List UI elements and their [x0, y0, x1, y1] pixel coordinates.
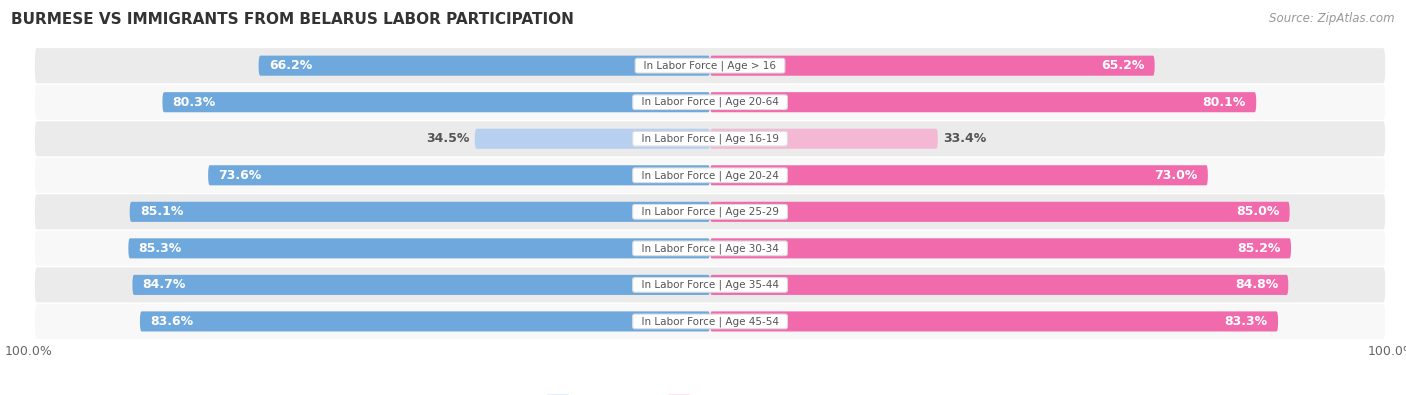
FancyBboxPatch shape — [710, 311, 1278, 331]
Text: 80.3%: 80.3% — [173, 96, 217, 109]
Text: 73.0%: 73.0% — [1154, 169, 1198, 182]
Text: 73.6%: 73.6% — [218, 169, 262, 182]
Text: In Labor Force | Age 20-24: In Labor Force | Age 20-24 — [636, 170, 785, 181]
Text: In Labor Force | Age 45-54: In Labor Force | Age 45-54 — [634, 316, 786, 327]
FancyBboxPatch shape — [35, 267, 1385, 303]
Text: 84.8%: 84.8% — [1234, 278, 1278, 292]
Text: 80.1%: 80.1% — [1202, 96, 1246, 109]
Text: 34.5%: 34.5% — [426, 132, 470, 145]
Text: 33.4%: 33.4% — [943, 132, 987, 145]
FancyBboxPatch shape — [141, 311, 710, 331]
Text: 84.7%: 84.7% — [142, 278, 186, 292]
FancyBboxPatch shape — [132, 275, 710, 295]
Text: In Labor Force | Age 35-44: In Labor Force | Age 35-44 — [634, 280, 786, 290]
Text: In Labor Force | Age 30-34: In Labor Force | Age 30-34 — [636, 243, 785, 254]
FancyBboxPatch shape — [35, 231, 1385, 266]
FancyBboxPatch shape — [35, 85, 1385, 120]
FancyBboxPatch shape — [259, 56, 710, 76]
FancyBboxPatch shape — [128, 238, 710, 258]
FancyBboxPatch shape — [710, 275, 1288, 295]
FancyBboxPatch shape — [208, 165, 710, 185]
FancyBboxPatch shape — [35, 304, 1385, 339]
FancyBboxPatch shape — [35, 121, 1385, 156]
Text: 83.6%: 83.6% — [150, 315, 193, 328]
Text: BURMESE VS IMMIGRANTS FROM BELARUS LABOR PARTICIPATION: BURMESE VS IMMIGRANTS FROM BELARUS LABOR… — [11, 12, 574, 27]
FancyBboxPatch shape — [35, 194, 1385, 229]
Text: 85.2%: 85.2% — [1237, 242, 1281, 255]
Text: 85.1%: 85.1% — [141, 205, 183, 218]
Text: 66.2%: 66.2% — [269, 59, 312, 72]
Text: 83.3%: 83.3% — [1225, 315, 1268, 328]
FancyBboxPatch shape — [710, 92, 1256, 112]
FancyBboxPatch shape — [710, 56, 1154, 76]
FancyBboxPatch shape — [129, 202, 710, 222]
FancyBboxPatch shape — [35, 158, 1385, 193]
FancyBboxPatch shape — [475, 129, 710, 149]
FancyBboxPatch shape — [710, 238, 1291, 258]
Text: In Labor Force | Age 16-19: In Labor Force | Age 16-19 — [634, 134, 786, 144]
Text: 85.0%: 85.0% — [1236, 205, 1279, 218]
Legend: Burmese, Immigrants from Belarus: Burmese, Immigrants from Belarus — [541, 389, 879, 395]
Text: In Labor Force | Age 20-64: In Labor Force | Age 20-64 — [636, 97, 785, 107]
FancyBboxPatch shape — [710, 202, 1289, 222]
FancyBboxPatch shape — [163, 92, 710, 112]
Text: 65.2%: 65.2% — [1101, 59, 1144, 72]
Text: In Labor Force | Age 25-29: In Labor Force | Age 25-29 — [634, 207, 786, 217]
FancyBboxPatch shape — [710, 129, 938, 149]
FancyBboxPatch shape — [35, 48, 1385, 83]
FancyBboxPatch shape — [710, 165, 1208, 185]
Text: In Labor Force | Age > 16: In Labor Force | Age > 16 — [637, 60, 783, 71]
Text: Source: ZipAtlas.com: Source: ZipAtlas.com — [1270, 12, 1395, 25]
Text: 85.3%: 85.3% — [139, 242, 181, 255]
